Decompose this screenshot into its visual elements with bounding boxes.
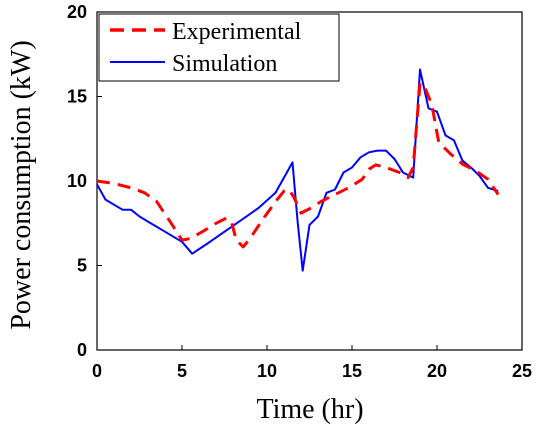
x-tick-label: 25: [512, 361, 532, 381]
y-tick-label: 15: [67, 87, 87, 107]
axis-ticks: 0 5 10 15 20 25 0 5 10 15 20: [67, 2, 532, 381]
x-tick-label: 10: [257, 361, 277, 381]
x-axis-title: Time (hr): [256, 394, 363, 425]
y-tick-label: 5: [77, 256, 87, 276]
y-tick-label: 0: [77, 340, 87, 360]
series-line-experimental: [96, 81, 500, 249]
x-tick-label: 15: [342, 361, 362, 381]
series-line-simulation: [96, 68, 499, 272]
y-tick-label: 10: [67, 171, 87, 191]
y-axis-title: Power consumption (kW): [6, 40, 37, 329]
series-layer: [96, 68, 500, 272]
x-tick-label: 20: [427, 361, 447, 381]
legend-label-experimental: Experimental: [172, 19, 302, 45]
legend-box: [98, 13, 340, 82]
legend: Experimental Simulation: [98, 13, 340, 82]
legend-label-simulation: Simulation: [172, 51, 277, 77]
x-tick-label: 0: [92, 361, 102, 381]
y-tick-label: 20: [67, 2, 87, 22]
x-tick-label: 5: [177, 361, 187, 381]
